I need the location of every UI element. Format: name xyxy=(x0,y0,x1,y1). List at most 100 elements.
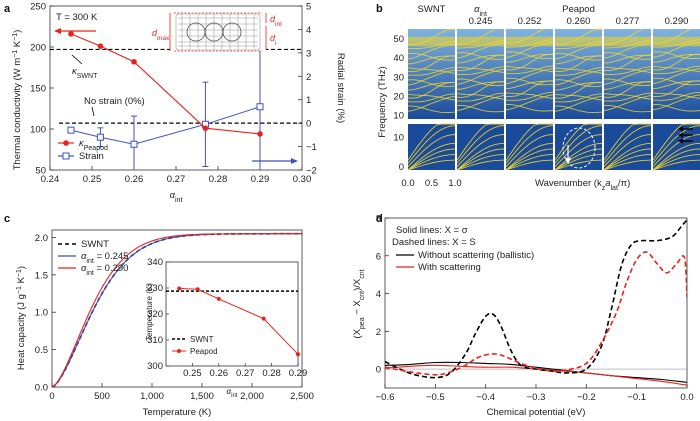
phonon-band-low xyxy=(456,154,505,171)
panel-d-solid-ballistic-line xyxy=(385,361,687,383)
phonon-band-high xyxy=(407,93,456,103)
panel-d-xtick-label: −0.1 xyxy=(627,392,646,403)
legend-kappa-peapod-label: κPeapod xyxy=(79,138,108,152)
panel-a-chart: 0.24 0.25 0.26 0.27 0.28 0.29 0.30 50100150200… xyxy=(12,2,347,204)
inset-xtick-label: 0.26 xyxy=(210,368,229,379)
panel-c-chart: 0 500 1,000 1,500 2,000 2,500 0.0 0.5 1.0 1.5 2.0… xyxy=(16,229,314,418)
phonon-band-high xyxy=(505,53,554,71)
panel-c-xtick-label: 2,500 xyxy=(290,391,314,402)
phonon-band-high xyxy=(505,94,554,111)
phonon-band-high xyxy=(554,93,603,101)
phonon-band-high xyxy=(603,66,652,74)
strain-point xyxy=(130,140,138,148)
panel-a-kappa-swnt-label: κSWNT xyxy=(72,66,98,80)
phonon-band-low xyxy=(652,159,700,171)
dispersion-panel-low xyxy=(408,124,455,170)
panel-a-ytick-left-label: 200 xyxy=(30,43,46,54)
phonon-band-low xyxy=(456,123,504,161)
phonon-band-high xyxy=(407,67,456,74)
phonon-band-low xyxy=(505,125,554,164)
panel-c-xtick-label: 0 xyxy=(49,391,54,402)
dispersion-panel-low xyxy=(653,124,700,170)
phonon-band-high xyxy=(505,77,554,86)
inset-ytick-label: 300 xyxy=(147,361,163,372)
phonon-band-low xyxy=(603,134,652,168)
phonon-band-high xyxy=(554,67,603,74)
panel-a-xtick-label: 0.30 xyxy=(293,174,312,185)
dispersion-column-title: SWNT xyxy=(418,4,446,15)
phonon-band-high xyxy=(555,67,603,76)
strain-point xyxy=(67,126,75,134)
phonon-band-low xyxy=(652,125,700,164)
phonon-band-low xyxy=(407,123,455,161)
inset-xtick-label: 0.29 xyxy=(289,368,308,379)
panel-c-ytick-label: 0.0 xyxy=(35,383,48,394)
phonon-band-high xyxy=(456,52,505,60)
dispersion-column-title: Peapod xyxy=(562,4,595,15)
inset-peapod-point xyxy=(296,352,300,357)
phonon-band-low xyxy=(603,159,652,171)
panel-a-ytick-right-label: 3 xyxy=(306,48,311,59)
phonon-band-low xyxy=(554,134,603,168)
legend-alpha-0290-label: αint = 0.290 xyxy=(81,263,128,277)
phonon-band-low xyxy=(652,148,700,171)
phonon-band-low xyxy=(407,148,456,171)
phonon-band-low xyxy=(505,142,554,171)
panel-a-xtick-label: 0.24 xyxy=(41,174,60,185)
phonon-band-high xyxy=(456,95,505,112)
kappa-peapod-point xyxy=(68,31,74,37)
phonon-band-low xyxy=(603,142,652,171)
dispersion-highlight-ellipse xyxy=(562,127,596,169)
panel-a-ytick-right-label: −2 xyxy=(306,166,317,177)
phonon-band-flat xyxy=(506,36,553,47)
panel-letter-d: d xyxy=(376,213,383,225)
phonon-band-high xyxy=(554,55,602,72)
panel-d-xtick-label: −0.4 xyxy=(476,392,495,403)
kappa-peapod-point xyxy=(202,125,209,131)
legend-swnt-label: SWNT xyxy=(81,239,109,250)
phonon-band-low xyxy=(505,123,553,161)
panel-b-xtick-label: 0.5 xyxy=(425,178,438,189)
inset-legend-peapod: Peapod xyxy=(190,347,218,356)
panel-b-ytick-label: 40 xyxy=(393,53,404,64)
panel-b-ytick-label: 10 xyxy=(393,111,404,122)
phonon-band-high xyxy=(652,91,700,101)
legend-ballistic-label: Without scattering (ballistic) xyxy=(418,250,534,261)
panel-a-no-strain-pointer xyxy=(91,106,95,117)
panel-a-xlabel: αint xyxy=(170,190,183,204)
panel-a-xtick-label: 0.26 xyxy=(125,174,144,185)
panel-c-ylabel: Heat capacity (J g−1 K−1) xyxy=(16,266,28,370)
peapod-fullerenes xyxy=(186,22,242,42)
panel-d-xtick-label: −0.3 xyxy=(527,392,546,403)
phonon-band-high xyxy=(652,94,700,111)
panel-a-ytick-right-label: 2 xyxy=(306,72,311,83)
panel-a-ytick-right-label: −1 xyxy=(306,142,317,153)
phonon-band-low xyxy=(554,148,603,171)
phonon-band-low xyxy=(652,142,700,171)
phonon-band-high xyxy=(505,65,554,73)
phonon-band-high xyxy=(554,55,603,65)
panel-d-ytick-label: 6 xyxy=(376,251,381,262)
panel-b-ytick-label: 0 xyxy=(399,162,404,173)
panel-d-ytick-label: 4 xyxy=(376,289,381,300)
phonon-band-low xyxy=(554,125,603,164)
panel-a-legend: κPeapod Strain xyxy=(58,138,108,162)
phonon-band-high xyxy=(603,95,652,112)
phonon-band-high xyxy=(652,65,700,73)
dispersion-panel-low xyxy=(457,124,504,170)
phonon-band-high xyxy=(603,78,652,87)
legend-kappa-peapod-marker xyxy=(63,140,69,146)
inset-peapod-point xyxy=(177,286,182,291)
panel-a-ytick-right-label: 4 xyxy=(306,25,311,36)
panel-c-frame xyxy=(51,229,303,388)
dispersion-column-title: αint xyxy=(474,4,487,18)
panel-d-ytick-label: 2 xyxy=(376,327,381,338)
phonon-band-high xyxy=(652,53,700,71)
legend-note-dashed: Dashed lines: X = S xyxy=(392,237,476,248)
phonon-band-high xyxy=(603,54,652,72)
strain-point xyxy=(96,133,104,141)
kappa-peapod-point xyxy=(257,131,263,137)
panel-d-ylabel: (Xpea − Xcnt)/Xcnt xyxy=(352,269,366,338)
phonon-band-low xyxy=(603,148,652,171)
